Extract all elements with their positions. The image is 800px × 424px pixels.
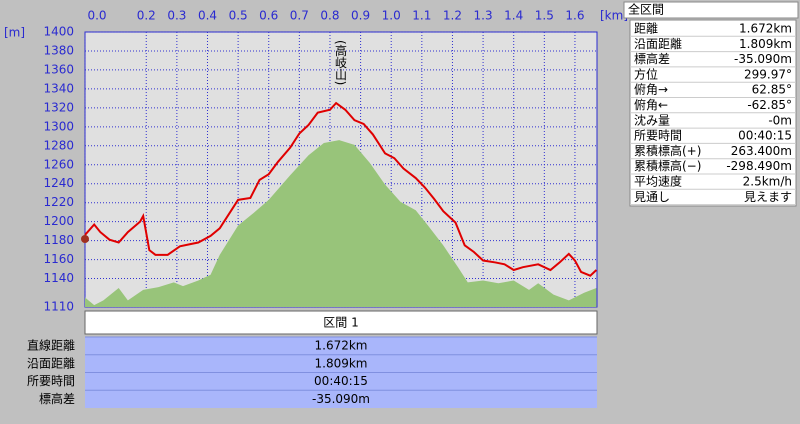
x-tick-label: 0.0 — [87, 9, 106, 23]
y-tick-label: 1110 — [43, 300, 74, 314]
x-tick-label: 1.1 — [412, 9, 431, 23]
y-tick-label: 1160 — [43, 252, 74, 266]
panel-value: -298.490m — [726, 159, 792, 173]
panel-value: -35.090m — [734, 52, 792, 66]
x-tick-label: 0.5 — [229, 9, 248, 23]
panel-value: -0m — [768, 113, 792, 127]
panel-label: 沈み量 — [634, 112, 670, 127]
panel-value: 1.809km — [739, 37, 792, 51]
section-header — [84, 310, 598, 335]
panel-label: 見通し — [634, 190, 670, 204]
y-tick-label: 1300 — [43, 119, 74, 133]
panel-label: 所要時間 — [634, 129, 682, 143]
y-tick-label: 1360 — [43, 62, 74, 76]
panel-value: 299.97° — [744, 67, 792, 81]
panel-label: 累積標高(−) — [634, 158, 701, 173]
panel-label: 標高差 — [634, 51, 670, 66]
x-tick-label: 0.4 — [198, 9, 217, 23]
y-tick-label: 1320 — [43, 100, 74, 114]
panel-label: 累積標高(+) — [634, 143, 701, 158]
panel-value: 2.5km/h — [743, 175, 792, 189]
y-tick-label: 1260 — [43, 157, 74, 171]
x-tick-label: 1.2 — [443, 9, 462, 23]
start-marker — [81, 235, 89, 243]
section-value: 1.809km — [315, 356, 368, 370]
panel-label: 沿面距離 — [634, 37, 682, 51]
x-tick-label: 1.5 — [535, 9, 554, 23]
panel-header — [623, 1, 799, 19]
x-unit: [km] — [600, 9, 628, 23]
y-tick-label: 1240 — [43, 176, 74, 190]
section-value: 1.672km — [315, 339, 368, 353]
section-label: 直線距離 — [27, 338, 75, 353]
y-tick-label: 1180 — [43, 233, 74, 247]
y-tick-label: 1280 — [43, 138, 74, 152]
x-tick-label: 1.6 — [565, 9, 584, 23]
x-tick-label: 0.8 — [320, 9, 339, 23]
panel-label: 俯角← — [634, 97, 668, 112]
section-label: 沿面距離 — [27, 356, 75, 370]
y-tick-label: 1220 — [43, 195, 74, 209]
panel-value: 263.400m — [731, 144, 792, 158]
section-value: 00:40:15 — [314, 374, 368, 388]
x-tick-label: 0.3 — [167, 9, 186, 23]
section-label: 所要時間 — [27, 374, 75, 388]
terrain-area — [85, 140, 597, 307]
x-tick-label: 0.7 — [290, 9, 309, 23]
panel-value: -62.85° — [747, 98, 792, 112]
y-tick-label: 1380 — [43, 43, 74, 57]
panel-title: 全区間 — [628, 2, 664, 17]
panel-value: 62.85° — [752, 83, 792, 97]
x-tick-label: 1.3 — [474, 9, 493, 23]
x-tick-label: 0.9 — [351, 9, 370, 23]
y-tick-label: 1340 — [43, 81, 74, 95]
peak-label: (高岐山) — [334, 40, 348, 85]
y-unit: [m] — [4, 26, 25, 40]
x-tick-label: 1.0 — [382, 9, 401, 23]
y-tick-label: 1400 — [43, 25, 74, 39]
section-label: 標高差 — [39, 391, 75, 406]
section-value: -35.090m — [312, 392, 370, 406]
panel-label: 平均速度 — [634, 174, 682, 189]
y-tick-label: 1200 — [43, 214, 74, 228]
panel-label: 俯角→ — [634, 82, 668, 97]
panel-value: 見えます — [744, 190, 792, 204]
panel-value: 1.672km — [739, 22, 792, 36]
elevation-line — [84, 101, 598, 277]
x-tick-label: 0.6 — [259, 9, 278, 23]
y-tick-label: 1140 — [43, 271, 74, 285]
panel-value: 00:40:15 — [738, 129, 792, 143]
panel-label: 方位 — [634, 66, 658, 81]
section-title: 区間 1 — [323, 316, 358, 330]
x-tick-label: 1.4 — [504, 9, 523, 23]
panel-label: 距離 — [634, 22, 658, 36]
x-tick-label: 0.2 — [137, 9, 156, 23]
